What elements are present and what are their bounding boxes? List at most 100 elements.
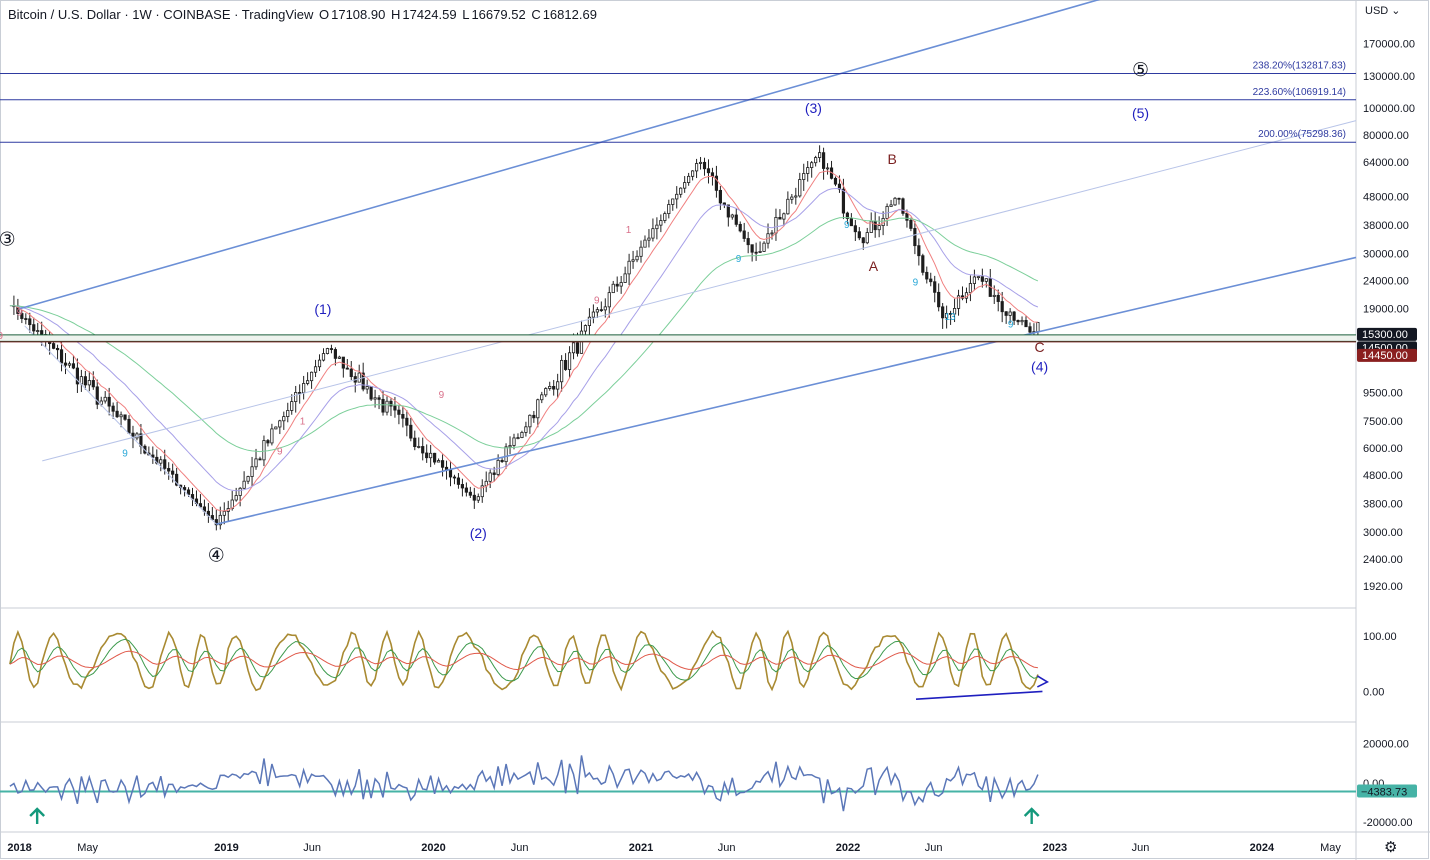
candle-up (794, 195, 798, 198)
currency-selector[interactable]: USD ⌄ (1365, 4, 1401, 17)
time-tick-label: 2023 (1043, 842, 1067, 854)
candle-down (115, 410, 119, 418)
candle-down (575, 342, 580, 354)
candle-up (619, 282, 623, 287)
candle-down (464, 487, 468, 493)
candle-down (472, 494, 476, 501)
price-tick-label: 3800.00 (1363, 498, 1403, 510)
candle-down (24, 318, 28, 320)
candle-down (564, 359, 568, 370)
candle-down (873, 220, 877, 231)
candle-up (246, 476, 250, 482)
candle-down (1012, 311, 1016, 321)
low-label: L (462, 7, 470, 22)
candle-up (694, 163, 699, 172)
candle-up (429, 452, 433, 459)
candle-down (1004, 311, 1008, 316)
candle-up (306, 380, 310, 384)
oscillator-tick-label: 0.00 (1363, 686, 1384, 698)
candle-up (313, 366, 318, 373)
candle-up (516, 437, 520, 439)
candle-up (671, 198, 675, 205)
candle-up (651, 228, 655, 239)
td-count-label: 1 (626, 225, 632, 236)
candle-up (968, 283, 973, 294)
candle-down (40, 330, 44, 335)
wave-label: (1) (314, 301, 331, 317)
candle-down (63, 362, 68, 366)
candle-down (738, 223, 742, 232)
candle-down (726, 204, 730, 218)
candle-down (345, 367, 349, 370)
td-count-label: 9 (439, 390, 445, 401)
td-count-label: 1 (300, 416, 306, 427)
candle-up (635, 255, 639, 261)
td-count-label: 9 (122, 448, 128, 459)
candle-up (520, 432, 524, 438)
time-tick-label: 2019 (214, 842, 238, 854)
candle-down (452, 476, 457, 479)
low-value: 16679.52 (471, 7, 526, 22)
candle-up (274, 426, 278, 430)
candle-up (119, 414, 123, 418)
candle-down (163, 459, 167, 469)
candle-up (984, 278, 988, 282)
candle-down (718, 189, 722, 204)
wave-label: A (869, 258, 879, 274)
candle-up (317, 359, 322, 368)
candle-up (218, 514, 222, 526)
candle-up (321, 353, 326, 361)
obv-value-label: −4383.73 (1361, 787, 1407, 799)
td-count-label: 9 (17, 307, 23, 318)
candle-up (976, 276, 980, 279)
candle-down (59, 349, 64, 364)
candle-up (242, 480, 246, 489)
candle-down (329, 348, 334, 350)
candle-down (937, 291, 941, 308)
candle-down (841, 188, 846, 214)
candle-up (667, 204, 671, 214)
time-tick-label: Jun (303, 842, 321, 854)
candle-down (941, 306, 945, 319)
candle-down (75, 367, 80, 385)
candle-up (893, 197, 897, 206)
obv-value-tag: −4383.73 (1357, 784, 1417, 799)
price-tag: 15300.00 (1357, 327, 1417, 341)
candle-down (413, 437, 417, 448)
candle-up (698, 161, 703, 164)
high-label: H (390, 7, 401, 22)
gear-icon[interactable]: ⚙ (1384, 839, 1398, 856)
divergence-arrowhead (1036, 675, 1050, 688)
candle-up (544, 388, 548, 396)
candle-up (159, 459, 163, 464)
wave-label: (2) (470, 525, 487, 541)
ema-slow-line (9, 187, 1039, 492)
candle-down (107, 396, 111, 407)
candle-down (425, 452, 429, 459)
close-value: 16812.69 (542, 7, 597, 22)
candle-up (357, 372, 361, 383)
time-tick-label: May (1320, 842, 1341, 854)
candle-up (571, 342, 576, 354)
candle-up (476, 496, 480, 501)
divergence-trend-line (915, 690, 1043, 700)
price-tick-label: 6000.00 (1363, 443, 1403, 455)
candle-down (913, 228, 917, 247)
time-tick-label: 2024 (1250, 842, 1275, 854)
candle-up (496, 459, 500, 475)
candle-up (679, 187, 683, 195)
candle-up (814, 157, 818, 164)
candle-down (833, 177, 838, 185)
price-tick-label: 3000.00 (1363, 527, 1403, 539)
candle-up (437, 460, 441, 463)
price-tick-label: 130000.00 (1363, 71, 1415, 83)
candle-up (952, 308, 957, 315)
candle-down (349, 368, 353, 377)
candle-up (643, 239, 647, 248)
candle-down (909, 219, 913, 229)
candle-up (250, 466, 254, 477)
candle-down (845, 212, 849, 219)
candle-down (111, 405, 115, 412)
